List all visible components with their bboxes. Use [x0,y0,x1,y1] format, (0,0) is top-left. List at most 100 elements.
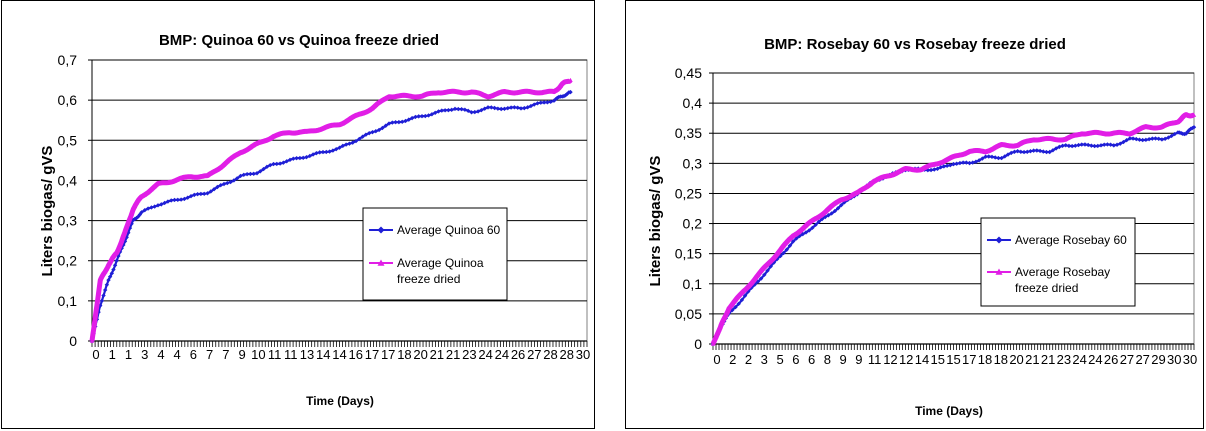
series-1-point [1140,137,1145,143]
x-tick-label: 30 [576,347,590,362]
chart-title: BMP: Quinoa 60 vs Quinoa freeze dried [159,32,439,49]
legend-label: Average Quinoa freeze dried [397,256,484,286]
series-1-point [103,287,108,293]
chart-title: BMP: Rosebay 60 vs Rosebay freeze dried [764,36,1066,53]
series-2-point [116,247,121,252]
y-tick-label: 0,5 [58,132,78,148]
series-2-point [976,148,982,153]
series-1-point [155,203,161,208]
y-tick-label: 0,4 [58,172,78,188]
series-2-point [155,181,161,186]
series-2-point [999,142,1004,147]
x-tick-label: 0 [713,352,720,367]
series-2-point [851,191,857,196]
series-2-point [1073,132,1078,137]
series-1-point [1166,135,1171,140]
series-1-point [258,169,263,174]
series-1-point [980,156,985,161]
x-tick-label: 16 [348,347,362,362]
series-2-point [826,206,831,211]
series-2-point [941,159,947,164]
series-2-point [400,93,405,98]
x-tick-label: 11 [868,352,882,367]
series-1-point [1153,136,1158,141]
series-1-point [525,105,530,110]
series-1-point [522,105,527,111]
series-2-point [152,184,157,189]
x-tick-label: 12 [899,352,913,367]
series-2-point [823,209,828,214]
series-2-point [416,94,421,99]
series-1-point [439,108,444,113]
series-2-point [340,121,345,126]
series-2-point [261,139,266,143]
series-1-point [992,155,998,160]
x-tick-label: 11 [268,347,282,362]
series-1-point [101,293,106,298]
series-1-point [343,142,349,147]
series-2-point [106,263,111,268]
series-2-point [327,123,332,128]
series-2-point [91,326,96,331]
legend: Average Rosebay 60 Average Rosebay freeze … [980,217,1136,307]
series-2-point [423,92,428,97]
series-1-point [1015,148,1020,154]
series-2-point [98,277,103,282]
x-tick-label: 7 [222,347,229,362]
series-1-point [489,105,494,110]
series-2-point [1118,130,1123,135]
series-2-point [182,175,187,179]
series-1-point [317,150,322,155]
series-2-point [746,284,751,289]
series-2-point [532,90,537,95]
series-1-point [492,105,497,111]
series-1-point [231,178,237,183]
series-1-point [925,167,931,173]
series-1-point [172,197,177,203]
series-1-point [528,103,534,109]
series-1-point [957,160,963,166]
series-2-point [787,236,793,241]
series-2-point [1025,138,1030,143]
series-1-point [370,129,375,135]
series-2-point [284,130,289,135]
series-2-point [508,90,514,95]
series-2-point [1111,130,1117,135]
series-1-point [129,221,134,226]
series-2-point [723,313,729,318]
series-2-point [970,148,975,153]
series-2-point [1047,136,1052,141]
series-2-point [403,93,408,98]
series-2-point [472,90,477,94]
series-1-point [928,167,934,173]
series-2-point [903,166,908,171]
series-2-point [739,290,745,295]
x-tick-label: 28 [543,347,557,362]
series-2-point [515,90,520,95]
series-1-point [433,110,438,115]
series-2-point [396,93,402,98]
series-2-point [172,178,177,183]
series-2-point [916,167,921,172]
series-2-point [839,197,844,202]
series-1-point [218,183,223,188]
series-1-point [535,101,540,106]
series-1-point [941,164,947,169]
series-2-point [736,294,741,298]
series-2-point [215,167,220,172]
series-2-point [1169,121,1174,126]
x-tick-label: 5 [776,352,783,367]
series-1-point [142,207,147,213]
series-2-point [877,176,882,181]
series-2-point [749,281,754,286]
series-2-point [466,90,471,95]
series-1-point [548,99,553,104]
legend-label: Average Rosebay freeze dried [1015,265,1110,295]
series-2-point [376,100,382,105]
x-tick-label: 7 [206,347,213,362]
series-2-point [1146,124,1152,129]
series-2-point [538,90,543,95]
y-tick-label: 0,3 [683,155,703,171]
series-2-point [784,239,789,244]
series-2-point [1060,137,1065,142]
